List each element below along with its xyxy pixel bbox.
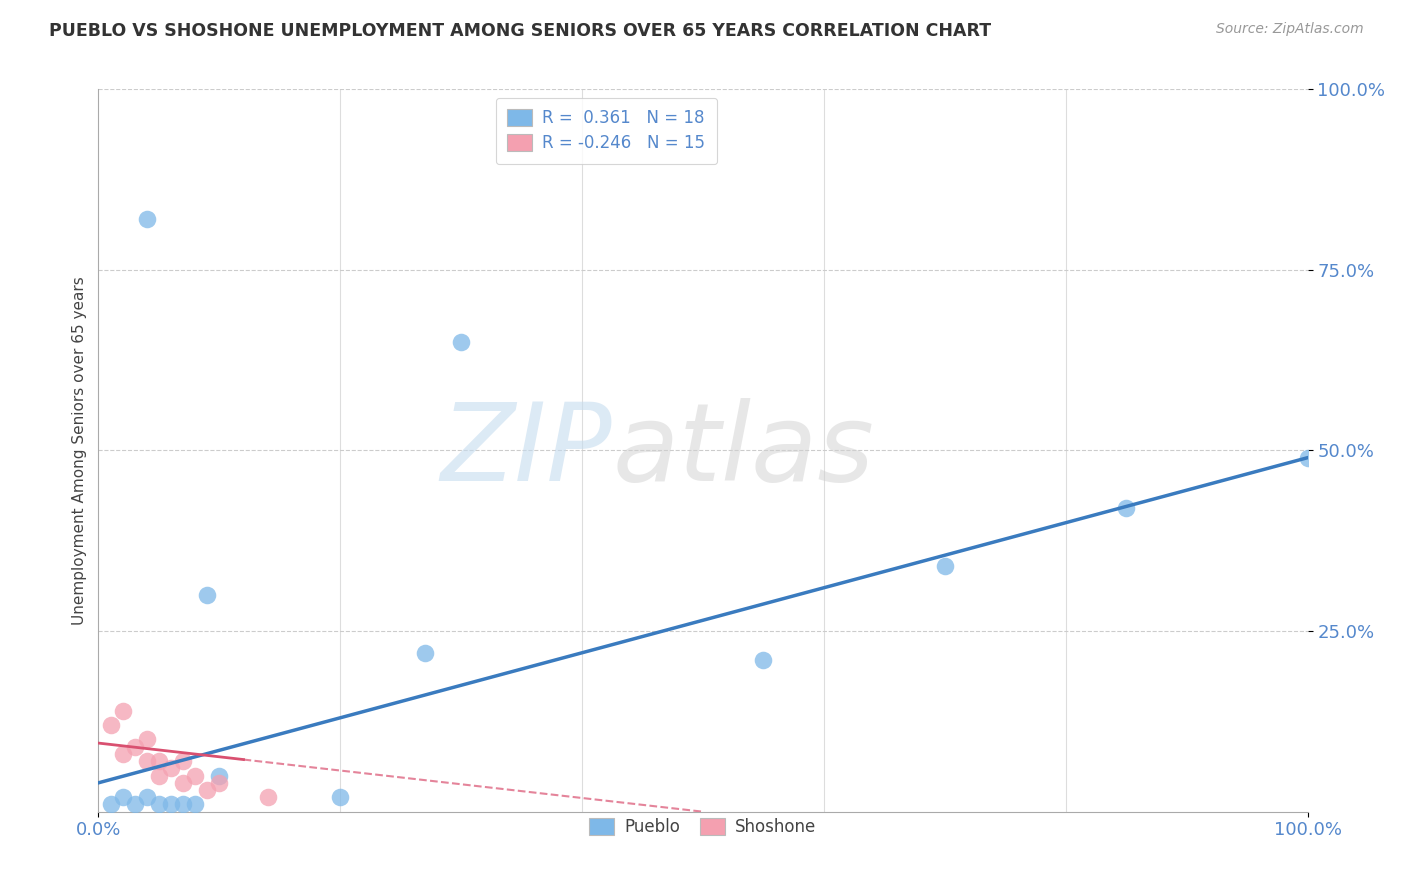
Point [148, 754, 170, 768]
Point [111, 790, 134, 805]
Point [934, 559, 956, 574]
Point [135, 732, 157, 747]
Point [124, 797, 146, 812]
Point [256, 790, 278, 805]
Point [172, 797, 194, 812]
Point [450, 334, 472, 349]
Point [413, 646, 436, 660]
Point [208, 769, 231, 783]
Point [100, 797, 122, 812]
Point [184, 769, 207, 783]
Point [195, 783, 218, 797]
Point [208, 776, 231, 790]
Point [1115, 501, 1137, 516]
Point [172, 754, 194, 768]
Point [195, 588, 218, 602]
Point [1296, 450, 1319, 465]
Text: PUEBLO VS SHOSHONE UNEMPLOYMENT AMONG SENIORS OVER 65 YEARS CORRELATION CHART: PUEBLO VS SHOSHONE UNEMPLOYMENT AMONG SE… [49, 22, 991, 40]
Point [124, 739, 146, 754]
Point [160, 761, 183, 775]
Text: Source: ZipAtlas.com: Source: ZipAtlas.com [1216, 22, 1364, 37]
Point [160, 797, 183, 812]
Y-axis label: Unemployment Among Seniors over 65 years: Unemployment Among Seniors over 65 years [72, 277, 87, 624]
Point [752, 653, 775, 667]
Point [135, 212, 157, 227]
Point [111, 704, 134, 718]
Text: atlas: atlas [613, 398, 875, 503]
Point [184, 797, 207, 812]
Legend: Pueblo, Shoshone: Pueblo, Shoshone [582, 812, 824, 843]
Text: ZIP: ZIP [440, 398, 613, 503]
Point [111, 747, 134, 761]
Point [135, 754, 157, 768]
Point [135, 790, 157, 805]
Point [148, 769, 170, 783]
Point [148, 797, 170, 812]
Point [100, 718, 122, 732]
Point [329, 790, 352, 805]
Point [172, 776, 194, 790]
